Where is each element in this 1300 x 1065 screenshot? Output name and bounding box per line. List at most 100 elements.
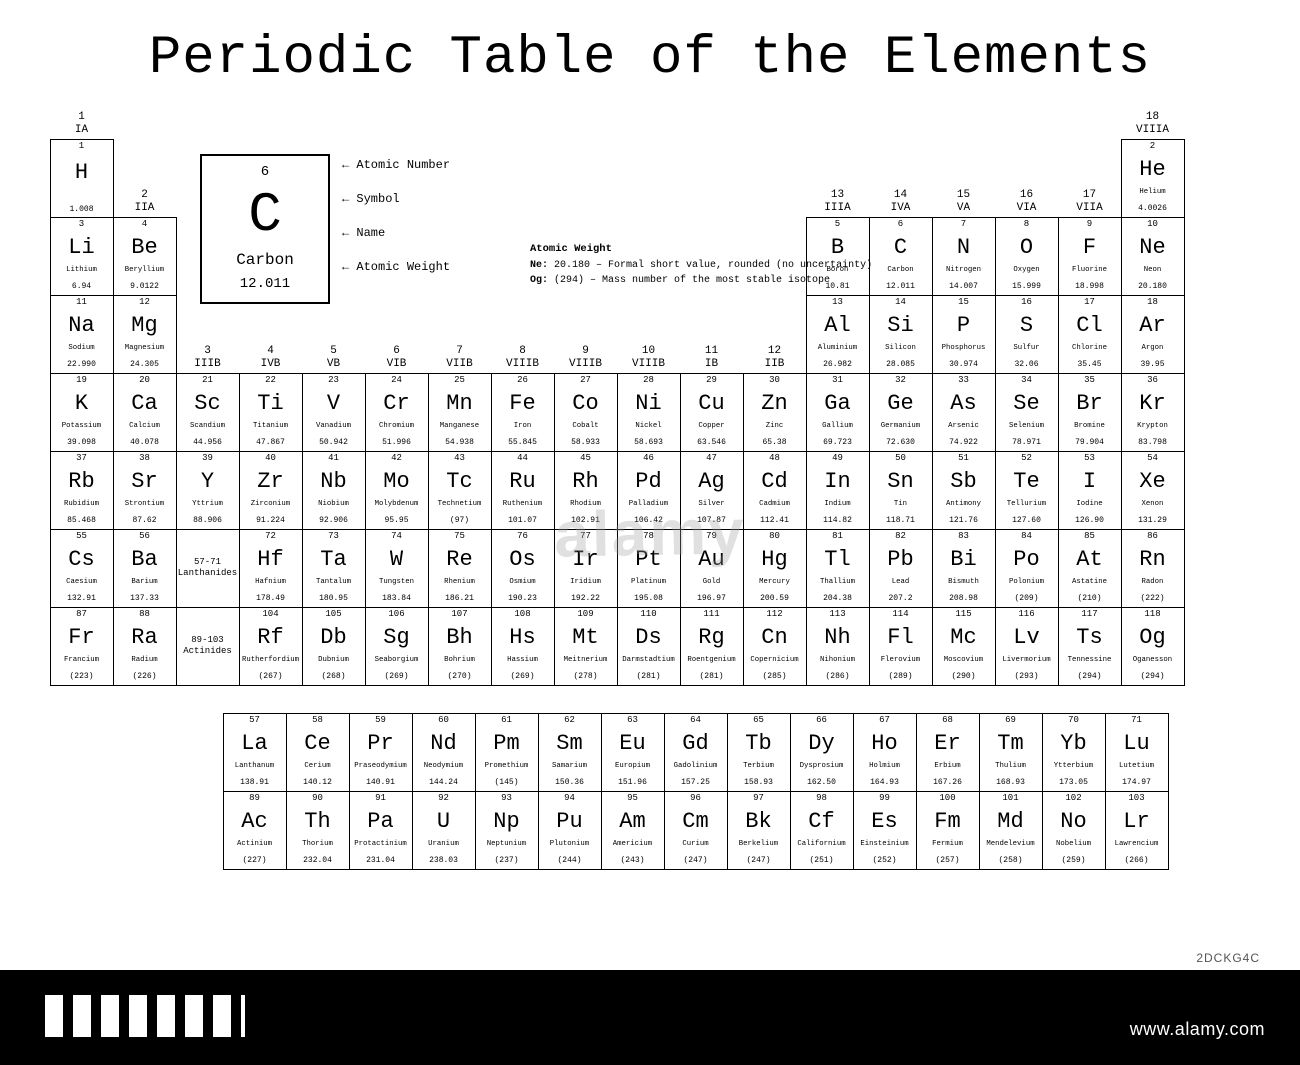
element-symbol: Sb [950, 471, 976, 493]
element-symbol: Te [1013, 471, 1039, 493]
element-name: Lanthanum [235, 763, 274, 771]
element-cell: 24CrChromium51.996 [365, 373, 429, 452]
element-symbol: Rf [257, 627, 283, 649]
element-name: Plutonium [550, 841, 589, 849]
element-symbol: Cf [808, 811, 834, 833]
element-cell: 57LaLanthanum138.91 [223, 713, 287, 792]
atomic-weight: 85.468 [67, 517, 96, 525]
atomic-weight: 102.91 [571, 517, 600, 525]
element-cell: 35BrBromine79.904 [1058, 373, 1122, 452]
element-cell: 51SbAntimony121.76 [932, 451, 996, 530]
atomic-number: 84 [1021, 532, 1032, 541]
atomic-number: 58 [312, 716, 323, 725]
element-symbol: As [950, 393, 976, 415]
atomic-weight: 204.38 [823, 595, 852, 603]
atomic-weight: (227) [242, 857, 266, 865]
element-symbol: Pt [635, 549, 661, 571]
atomic-weight: 190.23 [508, 595, 537, 603]
element-name: Bismuth [948, 579, 979, 587]
atomic-weight: 107.87 [697, 517, 726, 525]
element-name: Bromine [1074, 423, 1105, 431]
atomic-number: 45 [580, 454, 591, 463]
element-cell: 81TlThallium204.38 [806, 529, 870, 608]
notes-line2: Og: (294) – Mass number of the most stab… [530, 273, 872, 288]
atomic-number: 12 [139, 298, 150, 307]
element-cell: 2HeHelium4.0026 [1121, 139, 1185, 218]
element-name: Polonium [1009, 579, 1044, 587]
element-symbol: Mt [572, 627, 598, 649]
element-cell: 98CfCalifornium(251) [790, 791, 854, 870]
element-name: Zirconium [251, 501, 290, 509]
atomic-weight: (278) [573, 673, 597, 681]
element-symbol: Li [68, 237, 94, 259]
atomic-number: 30 [769, 376, 780, 385]
atomic-weight: 106.42 [634, 517, 663, 525]
atomic-number: 103 [1128, 794, 1144, 803]
element-symbol: Ir [572, 549, 598, 571]
atomic-number: 22 [265, 376, 276, 385]
atomic-weight: 54.938 [445, 439, 474, 447]
atomic-weight: 144.24 [429, 779, 458, 787]
element-symbol: F [1083, 237, 1096, 259]
atomic-weight: (290) [951, 673, 975, 681]
atomic-number: 1 [79, 142, 84, 151]
atomic-weight: (294) [1077, 673, 1101, 681]
atomic-weight: 44.956 [193, 439, 222, 447]
element-cell: 67HoHolmium164.93 [853, 713, 917, 792]
atomic-number: 14 [895, 298, 906, 307]
group-header: 3IIIB [176, 341, 239, 373]
atomic-weight: (259) [1061, 857, 1085, 865]
atomic-weight: 195.08 [634, 595, 663, 603]
element-symbol: Po [1013, 549, 1039, 571]
atomic-weight: 138.91 [240, 779, 269, 787]
atomic-number: 74 [391, 532, 402, 541]
element-name: Cerium [304, 763, 330, 771]
atomic-weight: 180.95 [319, 595, 348, 603]
element-symbol: Ge [887, 393, 913, 415]
element-cell: 20CaCalcium40.078 [113, 373, 177, 452]
atomic-number: 59 [375, 716, 386, 725]
element-symbol: Ga [824, 393, 850, 415]
group-header: 10VIIIB [617, 341, 680, 373]
element-symbol: Co [572, 393, 598, 415]
element-name: Moscovium [944, 657, 983, 665]
element-cell: 59PrPraseodymium140.91 [349, 713, 413, 792]
atomic-weight: (257) [935, 857, 959, 865]
atomic-number: 41 [328, 454, 339, 463]
atomic-weight: 69.723 [823, 439, 852, 447]
atomic-number: 20 [139, 376, 150, 385]
element-cell: 72HfHafnium178.49 [239, 529, 303, 608]
element-symbol: Cu [698, 393, 724, 415]
element-symbol: Sr [131, 471, 157, 493]
atomic-number: 89 [249, 794, 260, 803]
element-name: Protactinium [354, 841, 407, 849]
element-name: Berkelium [739, 841, 778, 849]
atomic-number: 19 [76, 376, 87, 385]
element-cell: 8OOxygen15.999 [995, 217, 1059, 296]
element-cell: 110DsDarmstadtium(281) [617, 607, 681, 686]
element-cell: 66DyDysprosium162.50 [790, 713, 854, 792]
atomic-number: 51 [958, 454, 969, 463]
atomic-number: 80 [769, 532, 780, 541]
element-name: Sodium [68, 345, 94, 353]
atomic-number: 77 [580, 532, 591, 541]
element-cell: 3LiLithium6.94 [50, 217, 114, 296]
element-cell: 37RbRubidium85.468 [50, 451, 114, 530]
legend-label-name: Name [342, 226, 450, 240]
element-name: Chlorine [1072, 345, 1107, 353]
group-header: 2IIA [113, 185, 176, 217]
element-cell: 80HgMercury200.59 [743, 529, 807, 608]
atomic-number: 108 [514, 610, 530, 619]
element-name: Uranium [428, 841, 459, 849]
element-name: Neptunium [487, 841, 526, 849]
atomic-number: 87 [76, 610, 87, 619]
atomic-number: 11 [76, 298, 87, 307]
atomic-weight: 140.91 [366, 779, 395, 787]
element-name: Iodine [1076, 501, 1102, 509]
element-cell: 70YbYtterbium173.05 [1042, 713, 1106, 792]
legend-label-number: Atomic Number [342, 158, 450, 172]
element-name: Copper [698, 423, 724, 431]
atomic-weight: (269) [384, 673, 408, 681]
atomic-weight: 232.04 [303, 857, 332, 865]
element-symbol: Mn [446, 393, 472, 415]
